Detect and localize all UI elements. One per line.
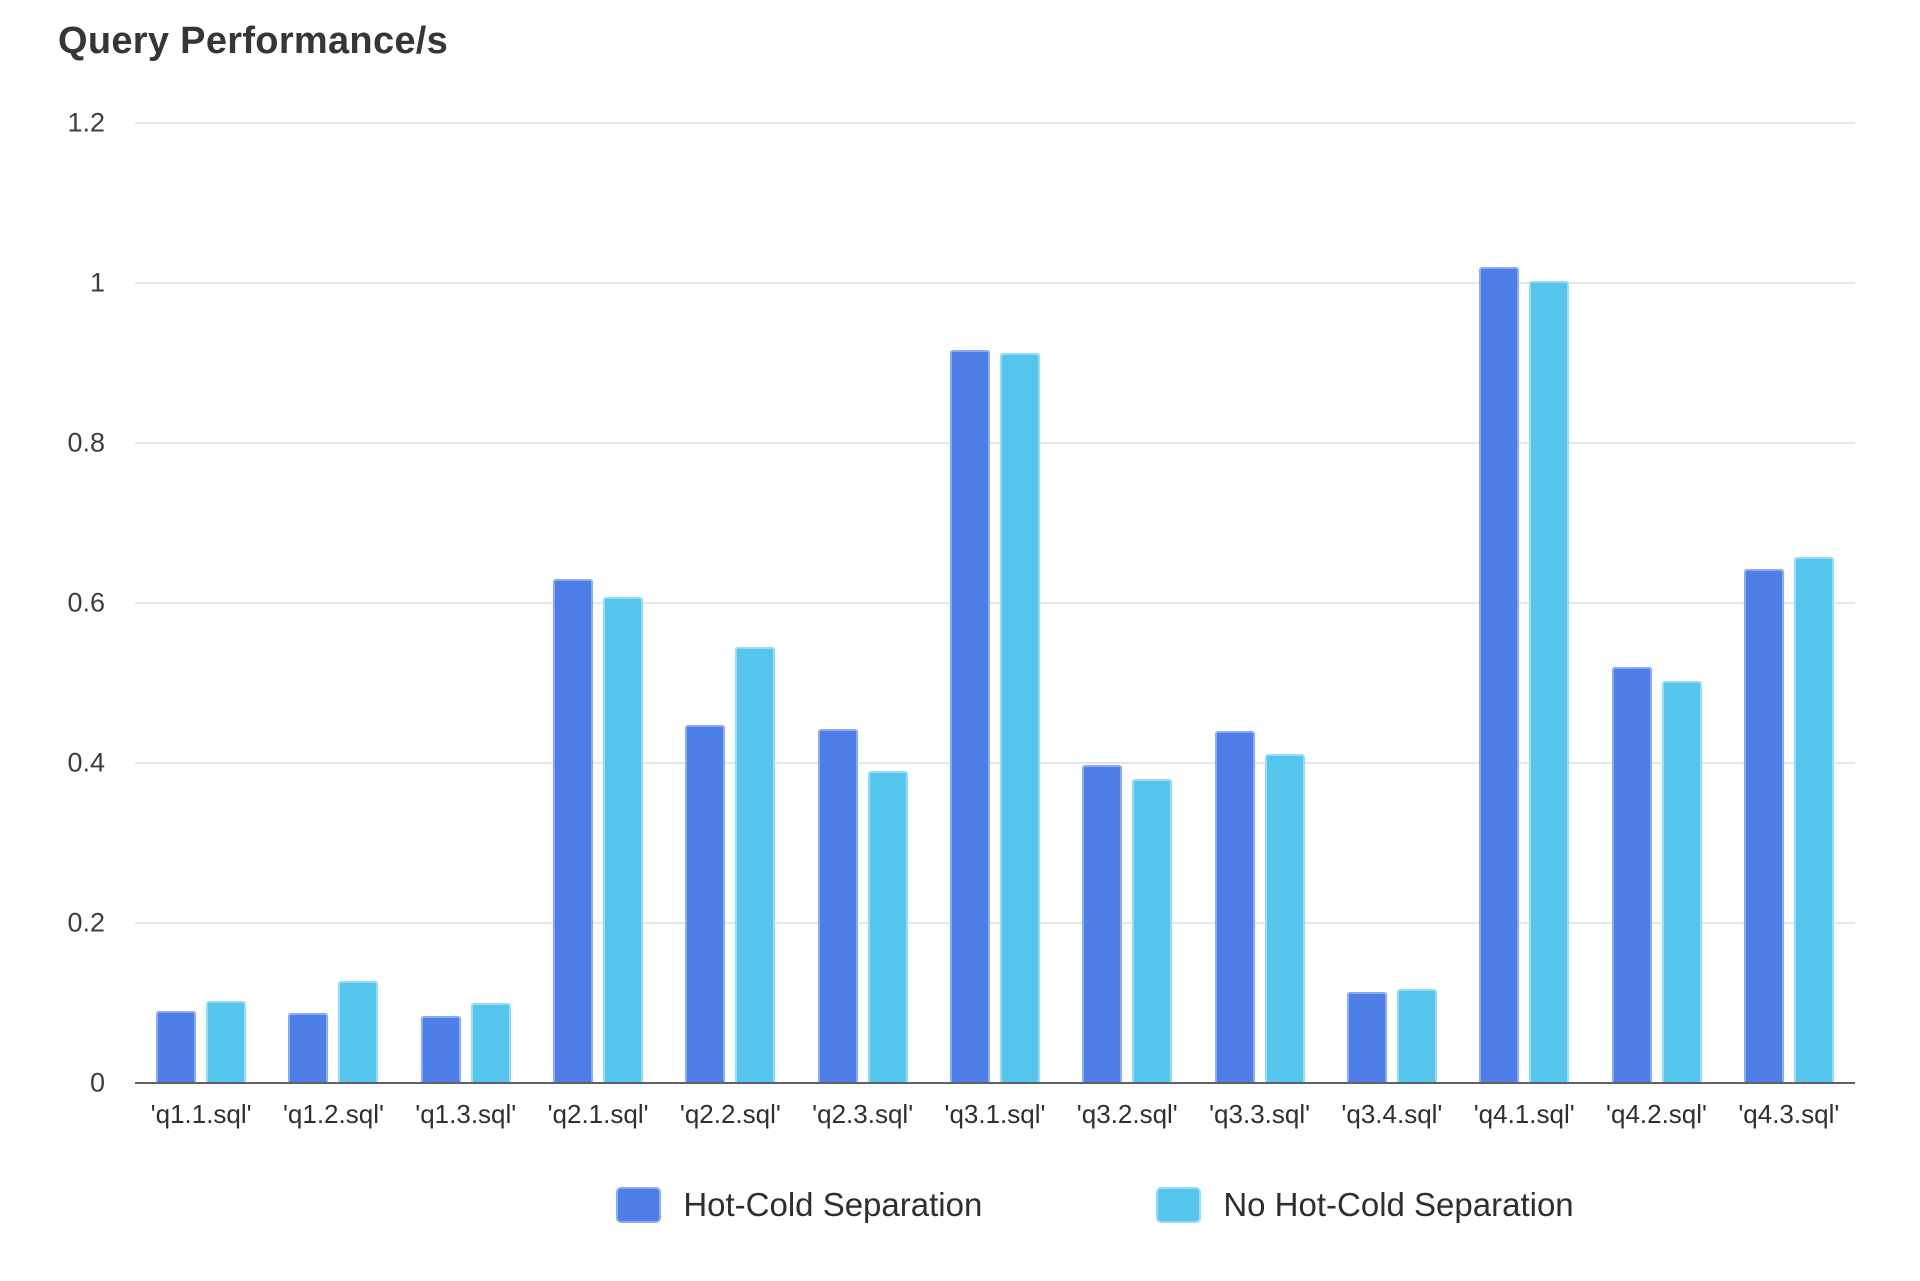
- x-tick-label: 'q2.3.sql': [812, 1099, 914, 1129]
- bar-group: [664, 123, 796, 1083]
- legend-item-no-hot-cold-separation[interactable]: No Hot-Cold Separation: [1156, 1186, 1574, 1224]
- gridline: [135, 282, 1855, 284]
- bar[interactable]: [1793, 556, 1834, 1083]
- bar[interactable]: [1611, 667, 1652, 1083]
- x-axis-line: [135, 1082, 1855, 1084]
- bar[interactable]: [420, 1015, 461, 1083]
- bar[interactable]: [1264, 754, 1305, 1083]
- x-tick-label: 'q3.2.sql': [1076, 1099, 1178, 1129]
- bar[interactable]: [1743, 568, 1784, 1083]
- y-tick-label: 0.4: [67, 747, 105, 778]
- chart-title: Query Performance/s: [58, 20, 449, 62]
- bar-group: [1458, 123, 1590, 1083]
- legend-item-hot-cold-separation[interactable]: Hot-Cold Separation: [616, 1186, 982, 1224]
- x-tick-label: 'q1.1.sql': [150, 1099, 252, 1129]
- legend-swatch-hot-cold-separation: [616, 1187, 662, 1223]
- x-tick-label: 'q3.3.sql': [1209, 1099, 1311, 1129]
- bar[interactable]: [1346, 991, 1387, 1083]
- bar[interactable]: [553, 579, 594, 1083]
- y-tick-label: 0.6: [67, 587, 105, 618]
- gridline: [135, 602, 1855, 604]
- bar-group: [532, 123, 664, 1083]
- gridline: [135, 762, 1855, 764]
- bar[interactable]: [1529, 280, 1570, 1083]
- bar[interactable]: [470, 1003, 511, 1083]
- gridline: [135, 122, 1855, 124]
- gridline: [135, 442, 1855, 444]
- bar-group: [929, 123, 1061, 1083]
- x-tick-label: 'q4.2.sql': [1606, 1099, 1708, 1129]
- bar[interactable]: [603, 596, 644, 1083]
- bar[interactable]: [999, 352, 1040, 1083]
- bar[interactable]: [735, 647, 776, 1083]
- bar[interactable]: [949, 350, 990, 1083]
- bar[interactable]: [685, 724, 726, 1083]
- x-tick-label: 'q4.1.sql': [1473, 1099, 1575, 1129]
- x-tick-label: 'q2.2.sql': [679, 1099, 781, 1129]
- legend: Hot-Cold Separation No Hot-Cold Separati…: [135, 1186, 1920, 1224]
- bar[interactable]: [1479, 267, 1520, 1083]
- bar[interactable]: [156, 1011, 197, 1083]
- x-tick-label: 'q2.1.sql': [547, 1099, 649, 1129]
- gridline: [135, 922, 1855, 924]
- y-tick-label: 0: [89, 1067, 105, 1098]
- y-tick-label: 1.2: [67, 107, 105, 138]
- bar[interactable]: [1132, 779, 1173, 1083]
- legend-swatch-no-hot-cold-separation: [1156, 1187, 1202, 1223]
- bar-group: [1590, 123, 1722, 1083]
- bar[interactable]: [1214, 731, 1255, 1083]
- x-tick-label: 'q1.2.sql': [282, 1099, 384, 1129]
- legend-label-no-hot-cold-separation: No Hot-Cold Separation: [1223, 1186, 1574, 1223]
- bar-group: [797, 123, 929, 1083]
- y-tick-label: 1: [89, 267, 105, 298]
- bar[interactable]: [206, 1000, 247, 1083]
- x-tick-label: 'q1.3.sql': [415, 1099, 517, 1129]
- bar[interactable]: [817, 729, 858, 1083]
- y-tick-label: 0.2: [67, 907, 105, 938]
- x-tick-label: 'q3.4.sql': [1341, 1099, 1443, 1129]
- bar-group: [400, 123, 532, 1083]
- bar[interactable]: [1661, 681, 1702, 1083]
- bar-group: [135, 123, 267, 1083]
- y-tick-label: 0.8: [67, 427, 105, 458]
- bar[interactable]: [288, 1013, 329, 1083]
- bar[interactable]: [1082, 765, 1123, 1083]
- x-tick-label: 'q3.1.sql': [944, 1099, 1046, 1129]
- legend-label-hot-cold-separation: Hot-Cold Separation: [683, 1186, 983, 1223]
- bar[interactable]: [338, 980, 379, 1083]
- bar-group: [267, 123, 399, 1083]
- bar[interactable]: [1396, 989, 1437, 1083]
- bar[interactable]: [867, 771, 908, 1083]
- x-tick-label: 'q4.3.sql': [1738, 1099, 1840, 1129]
- bar-group: [1723, 123, 1855, 1083]
- plot-area: 0 0.2 0.4 0.6 0.8 1 1.2 'q1.1.sql' 'q1.2.sql' 'q1…: [67, 108, 1855, 1129]
- bar-group: [1326, 123, 1458, 1083]
- bar-group: [1193, 123, 1325, 1083]
- bar-group: [1061, 123, 1193, 1083]
